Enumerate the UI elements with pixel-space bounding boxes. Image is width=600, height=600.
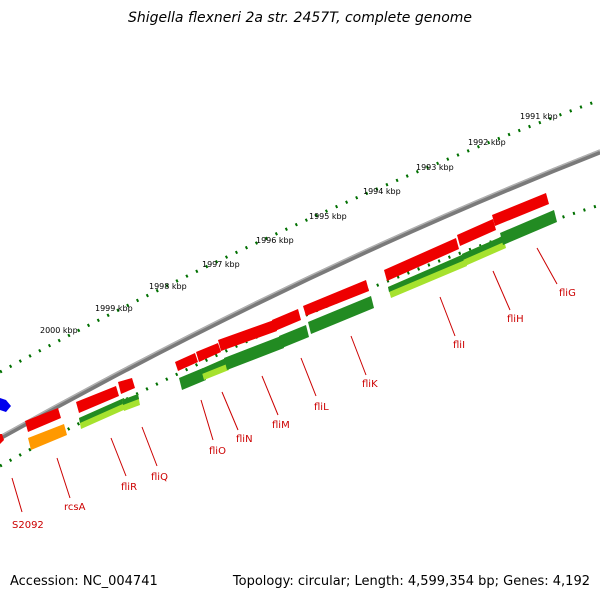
gene-label-fliH: fliH <box>507 314 524 325</box>
genome-summary: Topology: circular; Length: 4,599,354 bp… <box>232 574 590 589</box>
gene-label-fliG: fliG <box>559 288 576 299</box>
ruler-label-1994: 1994 kbp <box>363 187 401 196</box>
gene-feature[interactable] <box>0 434 4 444</box>
ruler-label-1992: 1992 kbp <box>468 138 506 147</box>
gene-label-fliO: fliO <box>209 446 226 457</box>
gene-label-fliR: fliR <box>121 482 137 493</box>
genome-backbone-highlight <box>0 149 600 437</box>
rna-feature[interactable] <box>28 424 67 450</box>
ruler-label-2000: 2000 kbp <box>40 326 78 335</box>
cds-feature[interactable] <box>179 368 206 390</box>
gene-labels: S2092 rcsA fliR fliQ fliO fliN fliM fliL… <box>12 288 576 531</box>
cds-feature[interactable] <box>462 236 504 260</box>
cds-feature[interactable] <box>500 210 557 245</box>
gene-feature[interactable] <box>175 353 198 371</box>
feature-marker[interactable] <box>0 398 11 412</box>
cds-feature[interactable] <box>122 394 139 405</box>
cds-feature[interactable] <box>388 254 465 292</box>
gene-label-S2092: S2092 <box>12 520 44 531</box>
genome-title: Shigella flexneri 2a str. 2457T, complet… <box>127 10 473 26</box>
gene-label-fliM: fliM <box>272 420 290 431</box>
cds-feature[interactable] <box>201 358 227 374</box>
cds-feature[interactable] <box>308 296 374 334</box>
ruler-label-1993: 1993 kbp <box>416 163 454 172</box>
gene-label-fliN: fliN <box>236 434 253 445</box>
gene-label-fliL: fliL <box>314 402 329 413</box>
genome-backbone <box>0 149 600 441</box>
gene-feature[interactable] <box>272 309 301 331</box>
accession-text: Accession: NC_004741 <box>10 574 158 589</box>
gene-feature[interactable] <box>492 193 549 226</box>
ruler-label-1999: 1999 kbp <box>95 304 133 313</box>
ruler-label-1996: 1996 kbp <box>256 236 294 245</box>
ruler-label-1997: 1997 kbp <box>202 260 240 269</box>
ruler-label-1998: 1998 kbp <box>149 282 187 291</box>
cds-feature[interactable] <box>224 336 284 370</box>
label-leaders <box>11 247 558 513</box>
ruler-labels: 2000 kbp 1999 kbp 1998 kbp 1997 kbp 1996… <box>40 112 558 335</box>
gene-track <box>0 193 549 444</box>
gene-feature[interactable] <box>196 343 221 362</box>
cds-feature[interactable] <box>79 398 125 423</box>
gene-feature[interactable] <box>384 238 459 281</box>
ruler-label-1995: 1995 kbp <box>309 212 347 221</box>
gene-label-rcsA: rcsA <box>64 502 86 513</box>
gene-feature[interactable] <box>218 320 277 351</box>
gene-feature[interactable] <box>457 219 496 246</box>
gene-feature[interactable] <box>303 280 369 316</box>
gene-label-fliQ: fliQ <box>151 472 168 483</box>
gene-feature[interactable] <box>118 378 135 394</box>
gene-feature[interactable] <box>76 386 119 413</box>
cds-track <box>28 210 557 450</box>
cds-feature[interactable] <box>279 325 309 348</box>
gene-label-fliK: fliK <box>362 379 378 390</box>
gene-label-fliI: fliI <box>453 340 465 351</box>
gene-feature[interactable] <box>25 408 61 432</box>
ruler-label-1991: 1991 kbp <box>520 112 558 121</box>
